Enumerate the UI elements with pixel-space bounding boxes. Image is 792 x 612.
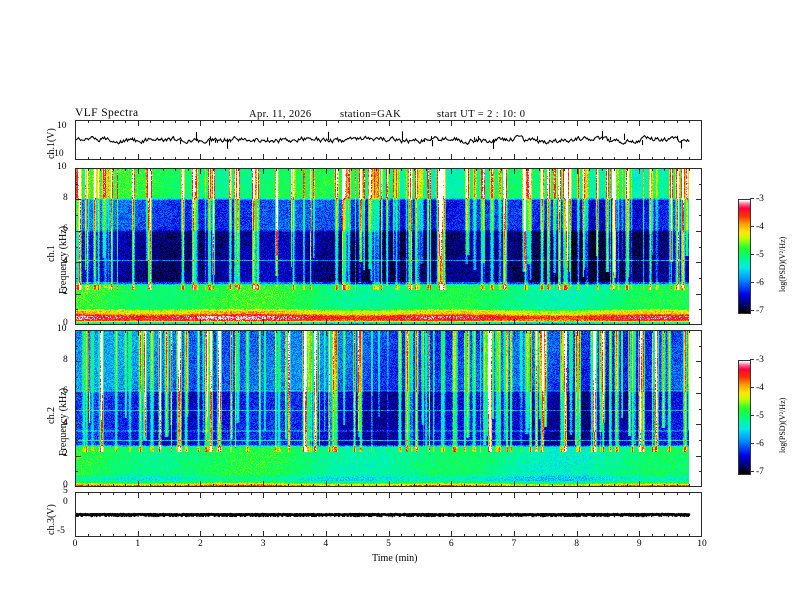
- colorbar-ch2-gradient: [738, 360, 751, 475]
- colorbar-ch1-ticks: -3 -4 -5 -6 -7: [750, 194, 780, 316]
- colorbar-tick-mark: [750, 359, 754, 360]
- ch2-freq-tick-4: 4: [63, 418, 68, 428]
- colorbar-ch2: [738, 360, 751, 475]
- colorbar-tick-label: -5: [756, 250, 764, 260]
- time-axis-ticks: 0 1 2 3 4 5 6 7 8 9 10: [73, 537, 707, 555]
- colorbar-tick-label: -3: [756, 194, 764, 204]
- colorbar-tick-mark: [750, 254, 754, 255]
- colorbar-tick-mark: [750, 387, 754, 388]
- ch3-voltage-axis-label: ch.3(V): [46, 504, 57, 535]
- colorbar-tick-mark: [750, 310, 754, 311]
- ch1-voltage-panel: [75, 120, 702, 160]
- ch1-spectrogram-panel: [75, 168, 702, 325]
- page-title: VLF Spectra: [75, 107, 139, 119]
- ch1-freq-tick-10: 10: [57, 162, 67, 172]
- ch3-voltage-panel: [75, 492, 702, 537]
- ch3-voltage-tick-0: 0: [63, 497, 68, 507]
- start-ut-label: start UT = 2 : 10: 0: [437, 109, 526, 120]
- colorbar-ch1-gradient: [738, 199, 751, 314]
- time-tick-label: 6: [448, 539, 454, 549]
- ch1-freq-tick-0: 0: [63, 318, 68, 328]
- colorbar-tick-mark: [750, 198, 754, 199]
- station-label: station=GAK: [340, 109, 402, 120]
- time-tick-label: 3: [260, 539, 266, 549]
- time-axis-label: Time (min): [372, 553, 418, 564]
- colorbar-tick-label: -6: [756, 278, 764, 288]
- colorbar-tick-mark: [750, 282, 754, 283]
- ch2-freq-tick-6: 6: [63, 386, 68, 396]
- colorbar-tick-label: -4: [756, 222, 764, 232]
- colorbar-tick-label: -4: [756, 383, 764, 393]
- ch2-freq-tick-2: 2: [63, 449, 68, 459]
- colorbar-tick-label: -7: [756, 467, 764, 477]
- ch1-freq-tick-2: 2: [63, 287, 68, 297]
- ch1-freq-tick-4: 4: [63, 256, 68, 266]
- time-tick-label: 0: [72, 539, 78, 549]
- time-tick-label: 7: [511, 539, 517, 549]
- ch2-freq-tick-0: 0: [63, 480, 68, 490]
- ch2-freq-tick-8: 8: [63, 355, 68, 365]
- colorbar-ch1-label: log(PSD)(V²/Hz): [778, 236, 787, 292]
- time-tick-label: 5: [386, 539, 391, 549]
- ch1-channel-label: ch.1: [46, 245, 57, 262]
- ch1-voltage-tick-neg10: -10: [51, 149, 64, 159]
- colorbar-ch1: [738, 199, 751, 314]
- ch2-spectrogram-image: [75, 330, 702, 487]
- ch2-channel-label: ch.2: [46, 407, 57, 424]
- time-tick-label: 2: [198, 539, 203, 549]
- colorbar-tick-mark: [750, 471, 754, 472]
- ch3-voltage-tick-neg5: -5: [57, 526, 65, 536]
- colorbar-ch2-label: log(PSD)(V²/Hz): [778, 397, 787, 453]
- ch1-spectrogram-image: [75, 168, 702, 325]
- ch1-voltage-tick-10: 10: [57, 121, 67, 131]
- colorbar-tick-label: -7: [756, 306, 764, 316]
- ch2-spectrogram-panel: [75, 330, 702, 487]
- time-tick-label: 1: [135, 539, 141, 549]
- colorbar-tick-mark: [750, 226, 754, 227]
- time-tick-label: 9: [636, 539, 642, 549]
- colorbar-tick-label: -6: [756, 439, 764, 449]
- colorbar-ch2-ticks: -3 -4 -5 -6 -7: [750, 355, 780, 477]
- time-tick-label: 8: [574, 539, 579, 549]
- ch1-freq-tick-8: 8: [63, 193, 68, 203]
- ch1-freq-tick-6: 6: [63, 224, 68, 234]
- ch3-voltage-trace: [75, 492, 702, 537]
- ch2-freq-tick-10: 10: [57, 324, 67, 334]
- colorbar-tick-mark: [750, 415, 754, 416]
- ch1-voltage-trace: [75, 120, 702, 160]
- colorbar-tick-label: -3: [756, 355, 764, 365]
- observation-date: Apr. 11, 2026: [249, 109, 312, 120]
- time-tick-label: 10: [697, 539, 707, 549]
- time-tick-label: 4: [323, 539, 329, 549]
- colorbar-tick-label: -5: [756, 411, 764, 421]
- colorbar-tick-mark: [750, 443, 754, 444]
- ch3-voltage-tick-5: 5: [63, 486, 68, 496]
